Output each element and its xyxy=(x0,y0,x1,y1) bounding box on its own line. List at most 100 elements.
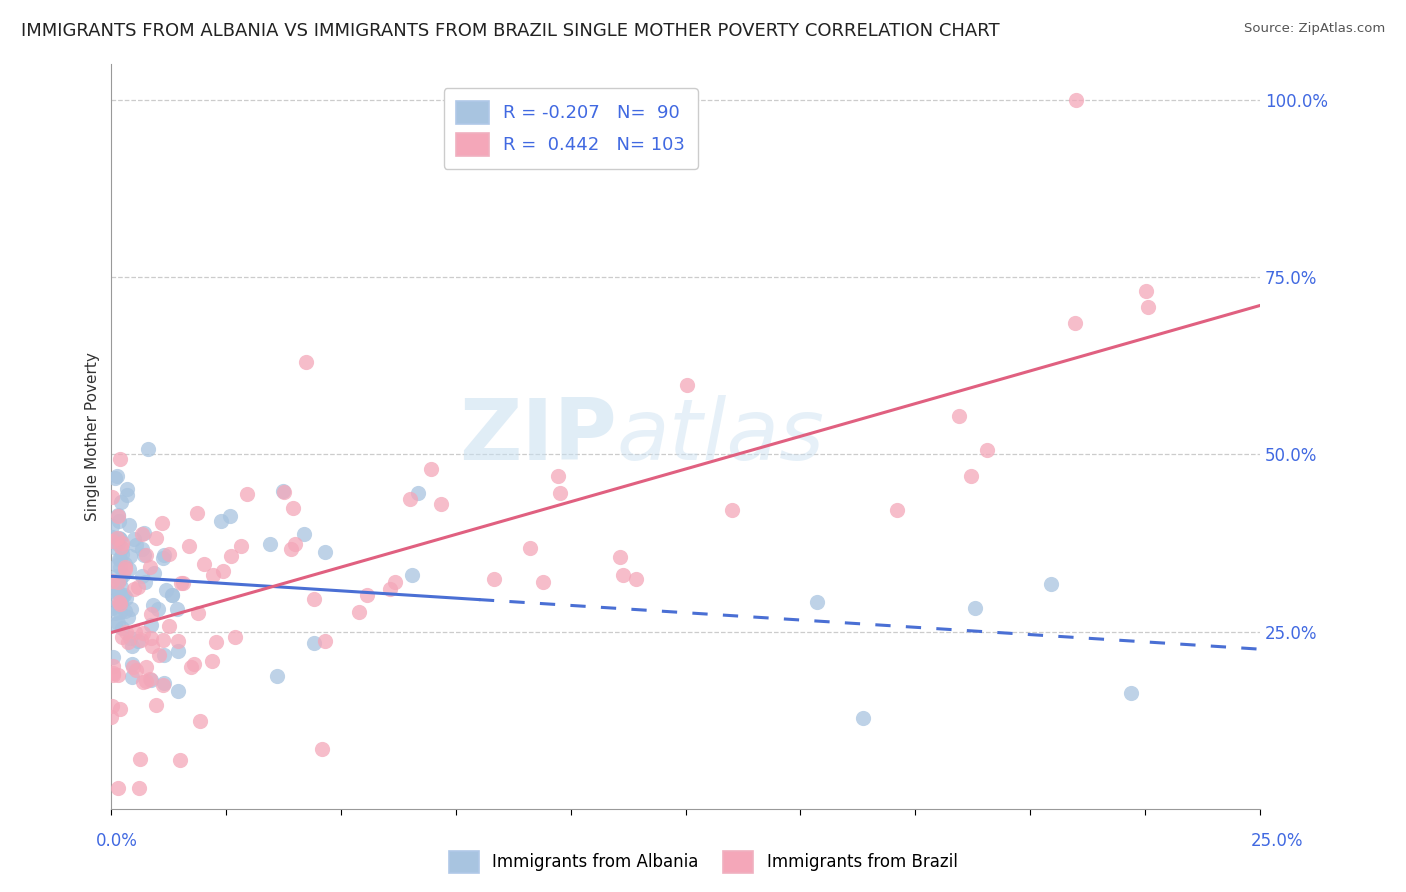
Point xyxy=(121,657,143,671)
Point xyxy=(111,535,134,549)
Point xyxy=(114,604,136,618)
Point xyxy=(398,491,420,506)
Point xyxy=(101,490,124,504)
Point xyxy=(101,601,124,615)
Point xyxy=(155,583,177,598)
Point xyxy=(224,630,246,644)
Point xyxy=(1119,686,1142,700)
Point xyxy=(1135,284,1157,298)
Point xyxy=(127,633,149,648)
Point xyxy=(145,698,167,713)
Text: atlas: atlas xyxy=(617,395,825,478)
Point xyxy=(128,780,150,795)
Point xyxy=(166,602,188,616)
Point xyxy=(806,595,828,609)
Point xyxy=(201,654,224,668)
Point xyxy=(139,607,162,621)
Point xyxy=(112,588,135,602)
Point xyxy=(114,562,136,576)
Point xyxy=(229,539,252,553)
Point xyxy=(110,630,132,644)
Point xyxy=(193,557,215,571)
Point xyxy=(120,631,142,645)
Point xyxy=(115,591,138,606)
Text: 0.0%: 0.0% xyxy=(96,831,138,849)
Point xyxy=(612,568,634,582)
Point xyxy=(311,742,333,756)
Point xyxy=(105,531,128,545)
Point xyxy=(122,659,145,673)
Point xyxy=(209,515,232,529)
Point xyxy=(187,606,209,620)
Point xyxy=(624,572,647,586)
Point xyxy=(110,495,132,509)
Point xyxy=(117,635,139,649)
Point xyxy=(110,540,132,554)
Point xyxy=(100,518,122,533)
Point xyxy=(129,633,152,648)
Point xyxy=(103,666,125,681)
Point xyxy=(139,673,162,687)
Point xyxy=(107,780,129,795)
Text: Source: ZipAtlas.com: Source: ZipAtlas.com xyxy=(1244,22,1385,36)
Point xyxy=(105,558,128,572)
Point xyxy=(114,557,136,571)
Text: IMMIGRANTS FROM ALBANIA VS IMMIGRANTS FROM BRAZIL SINGLE MOTHER POVERTY CORRELAT: IMMIGRANTS FROM ALBANIA VS IMMIGRANTS FR… xyxy=(21,22,1000,40)
Point xyxy=(108,572,131,586)
Point xyxy=(107,508,129,523)
Point xyxy=(117,609,139,624)
Point xyxy=(519,541,541,555)
Point xyxy=(157,548,180,562)
Point xyxy=(384,574,406,589)
Point xyxy=(852,711,875,725)
Point xyxy=(107,668,129,682)
Point xyxy=(104,617,127,632)
Point xyxy=(103,470,125,484)
Point xyxy=(108,514,131,528)
Point xyxy=(108,595,131,609)
Point xyxy=(212,565,235,579)
Point xyxy=(548,486,571,500)
Point xyxy=(188,714,211,728)
Point xyxy=(132,625,155,640)
Y-axis label: Single Mother Poverty: Single Mother Poverty xyxy=(86,352,100,521)
Legend: R = -0.207   N=  90, R =  0.442   N= 103: R = -0.207 N= 90, R = 0.442 N= 103 xyxy=(444,88,697,169)
Point xyxy=(186,507,208,521)
Point xyxy=(314,634,336,648)
Point xyxy=(107,537,129,551)
Point xyxy=(103,541,125,555)
Point xyxy=(273,485,295,500)
Point xyxy=(157,619,180,633)
Point xyxy=(139,560,162,574)
Point xyxy=(378,582,401,596)
Point xyxy=(259,537,281,551)
Point xyxy=(107,574,129,589)
Point xyxy=(160,589,183,603)
Point xyxy=(172,576,194,591)
Point xyxy=(482,572,505,586)
Point xyxy=(101,579,124,593)
Point xyxy=(294,355,316,369)
Point xyxy=(107,469,129,483)
Point xyxy=(152,678,174,692)
Point xyxy=(205,635,228,649)
Point xyxy=(107,616,129,631)
Point xyxy=(1039,577,1062,591)
Point xyxy=(160,588,183,602)
Point xyxy=(103,649,125,664)
Legend: Immigrants from Albania, Immigrants from Brazil: Immigrants from Albania, Immigrants from… xyxy=(441,845,965,880)
Point xyxy=(152,633,174,648)
Point xyxy=(104,592,127,607)
Point xyxy=(136,442,159,457)
Point xyxy=(122,582,145,597)
Point xyxy=(132,675,155,690)
Point xyxy=(959,469,981,483)
Point xyxy=(115,488,138,502)
Point xyxy=(1064,316,1087,330)
Point xyxy=(131,526,153,541)
Point xyxy=(963,601,986,615)
Point xyxy=(302,592,325,607)
Point xyxy=(1064,93,1087,107)
Point xyxy=(121,640,143,654)
Point xyxy=(547,469,569,483)
